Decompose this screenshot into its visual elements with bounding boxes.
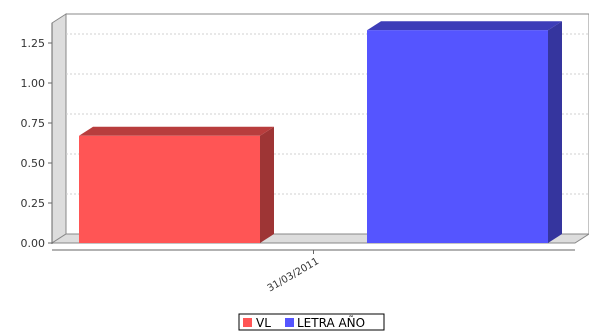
legend-label-vl: VL <box>256 316 271 330</box>
y-tick-label: 0.50 <box>21 157 46 170</box>
y-tick-label: 1.00 <box>21 77 46 90</box>
bar-front <box>367 30 548 244</box>
y-tick-label: 0.75 <box>21 117 46 130</box>
bar-letra-ano <box>367 21 562 244</box>
bar-side <box>260 126 274 243</box>
x-tick-label: 31/03/2011 <box>266 256 321 294</box>
legend-swatch-letra-ano <box>285 318 294 327</box>
y-tick-label: 1.25 <box>21 37 46 50</box>
gridlines <box>66 33 589 195</box>
bar-front <box>79 135 260 243</box>
legend-swatch-vl <box>243 318 252 327</box>
bar-vl <box>79 126 274 243</box>
y-tick-label: 0.00 <box>21 237 46 250</box>
bar-side <box>548 21 562 244</box>
legend: VL LETRA AÑO <box>238 313 385 331</box>
chart-left-wall <box>51 13 67 244</box>
x-axis: 31/03/2011 <box>52 249 575 294</box>
legend-border <box>238 313 385 331</box>
bar-top <box>367 21 562 31</box>
bar-top <box>79 126 274 136</box>
bars <box>79 21 562 244</box>
y-tick-label: 0.25 <box>21 197 46 210</box>
legend-label-letra-ano: LETRA AÑO <box>297 315 365 330</box>
y-axis: 0.00 0.25 0.50 0.75 1.00 1.25 <box>21 23 53 250</box>
